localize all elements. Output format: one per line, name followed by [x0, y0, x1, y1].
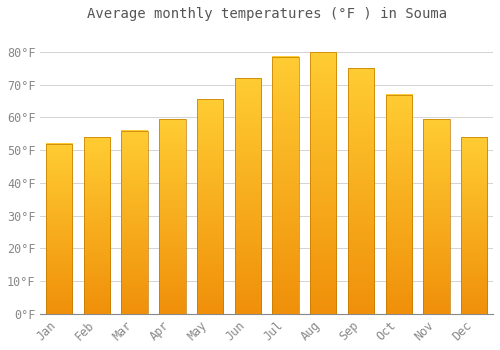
Bar — [84, 137, 110, 314]
Bar — [234, 78, 261, 314]
Bar — [197, 99, 224, 314]
Bar — [461, 137, 487, 314]
Bar — [424, 119, 450, 314]
Title: Average monthly temperatures (°F ) in Souma: Average monthly temperatures (°F ) in So… — [86, 7, 446, 21]
Bar — [386, 94, 412, 314]
Bar — [272, 57, 299, 314]
Bar — [310, 52, 336, 314]
Bar — [122, 131, 148, 314]
Bar — [159, 119, 186, 314]
Bar — [46, 144, 72, 314]
Bar — [348, 68, 374, 314]
